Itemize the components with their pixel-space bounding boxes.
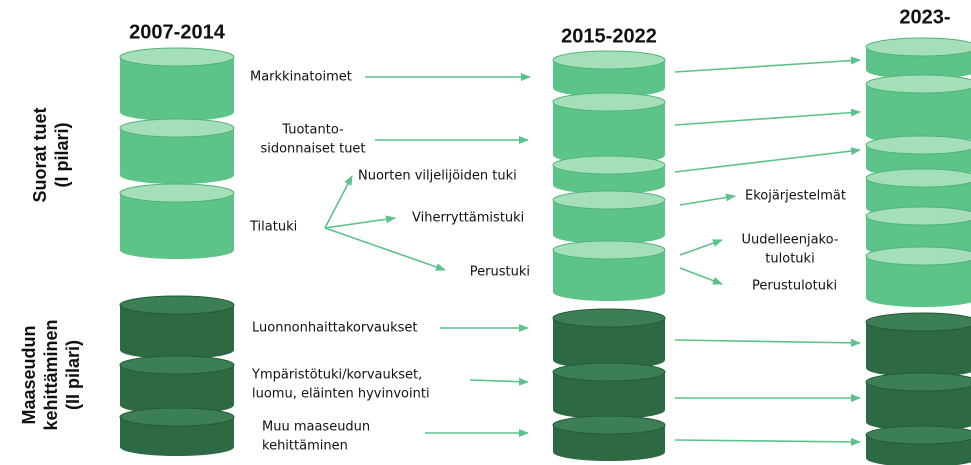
cylinder-bottom (120, 438, 234, 456)
side-label: (I pilari) (52, 122, 72, 187)
arrow (674, 338, 861, 347)
cylinder (119, 407, 235, 456)
cylinder-top (865, 168, 971, 188)
period-header: 2023- (899, 6, 950, 28)
cylinder (119, 295, 235, 359)
cylinder (552, 155, 666, 194)
cylinder (552, 308, 666, 369)
arrow (324, 215, 396, 229)
cylinder (119, 183, 235, 259)
cylinder-top (552, 415, 666, 435)
side-label: kehittäminen (41, 319, 61, 430)
cylinder-bottom (866, 61, 971, 79)
cylinder (552, 92, 666, 164)
side-label: Suorat tuet (30, 107, 50, 202)
cylinder-top (552, 362, 666, 382)
cylinder-bottom (553, 226, 665, 244)
cylinder-top (865, 246, 971, 266)
item-label: tulotuki (765, 252, 814, 267)
cylinder-top (552, 92, 666, 112)
cylinder (119, 47, 235, 121)
cylinder-bottom (866, 359, 971, 377)
cylinder-bottom (553, 283, 665, 301)
period-header: 2007-2014 (129, 21, 226, 43)
cylinder-bottom (866, 289, 971, 307)
cylinder (552, 362, 666, 419)
item-label: Muu maaseudun (262, 420, 370, 435)
cylinder-top (865, 37, 971, 57)
cylinder (865, 37, 971, 79)
item-label: Markkinatoimet (250, 70, 352, 85)
cylinder-top (865, 372, 971, 392)
cylinder-top (865, 135, 971, 155)
cylinder-top (865, 74, 971, 94)
arrow (679, 193, 736, 206)
cylinder-top (119, 407, 235, 427)
item-label: Tilatuki (249, 220, 297, 235)
cylinder-top (119, 118, 235, 138)
cylinder-bottom (553, 401, 665, 419)
cylinder-bottom (120, 241, 234, 259)
arrow (469, 377, 529, 386)
cylinder (865, 74, 971, 144)
arrow (674, 437, 861, 446)
item-label: Perustulotuki (752, 279, 837, 294)
cylinder-top (119, 295, 235, 315)
item-label: Nuorten viljelijöiden tuki (358, 169, 517, 184)
item-label: luomu, eläinten hyvinvointi (252, 387, 430, 402)
cylinder-top (552, 308, 666, 328)
arrow (674, 56, 861, 73)
period-header: 2015-2022 (561, 25, 657, 47)
cylinder-top (119, 183, 235, 203)
cylinder-bottom (120, 103, 234, 121)
item-label: Viherryttämistuki (412, 211, 524, 226)
cylinder (552, 190, 666, 244)
arrow (324, 175, 353, 229)
cylinder-top (552, 240, 666, 260)
item-label: Uudelleenjako- (742, 233, 839, 248)
cylinder-bottom (120, 341, 234, 359)
side-label: (II pilari) (63, 340, 83, 410)
cylinder-top (865, 206, 971, 226)
cylinder-top (865, 425, 971, 445)
arrow (324, 227, 446, 271)
cylinder-top (552, 50, 666, 70)
cylinder (552, 415, 666, 461)
item-label: Ympäristötuki/korvaukset, (251, 368, 422, 383)
cylinder (865, 312, 971, 377)
cylinder-bottom (553, 443, 665, 461)
cylinder-bottom (866, 449, 971, 465)
arrow (674, 147, 861, 173)
arrow (679, 267, 723, 285)
arrows (324, 56, 861, 446)
cylinder (865, 372, 971, 431)
item-label: Tuotanto- (281, 123, 344, 138)
side-label: Maaseudun (19, 325, 39, 424)
cylinder-top (119, 47, 235, 67)
cylinder (552, 50, 666, 97)
item-label: Luonnonhaittakorvaukset (252, 321, 418, 336)
cylinder-top (119, 355, 235, 375)
cylinder (865, 246, 971, 307)
cylinders (119, 37, 971, 465)
cylinder-top (552, 190, 666, 210)
cylinder-bottom (553, 176, 665, 194)
cylinder-bottom (553, 79, 665, 97)
cylinder (119, 118, 235, 184)
item-label: Perustuki (470, 265, 530, 280)
cylinder (552, 240, 666, 301)
cylinder (865, 425, 971, 465)
arrow (679, 239, 723, 256)
cylinder (119, 355, 235, 414)
item-label: sidonnaiset tuet (260, 142, 365, 157)
cylinder-top (865, 312, 971, 332)
item-label: Ekojärjestelmät (745, 189, 846, 204)
cylinder-bottom (120, 166, 234, 184)
cylinder-top (552, 155, 666, 175)
arrow (674, 108, 861, 126)
item-label: kehittäminen (262, 439, 348, 454)
